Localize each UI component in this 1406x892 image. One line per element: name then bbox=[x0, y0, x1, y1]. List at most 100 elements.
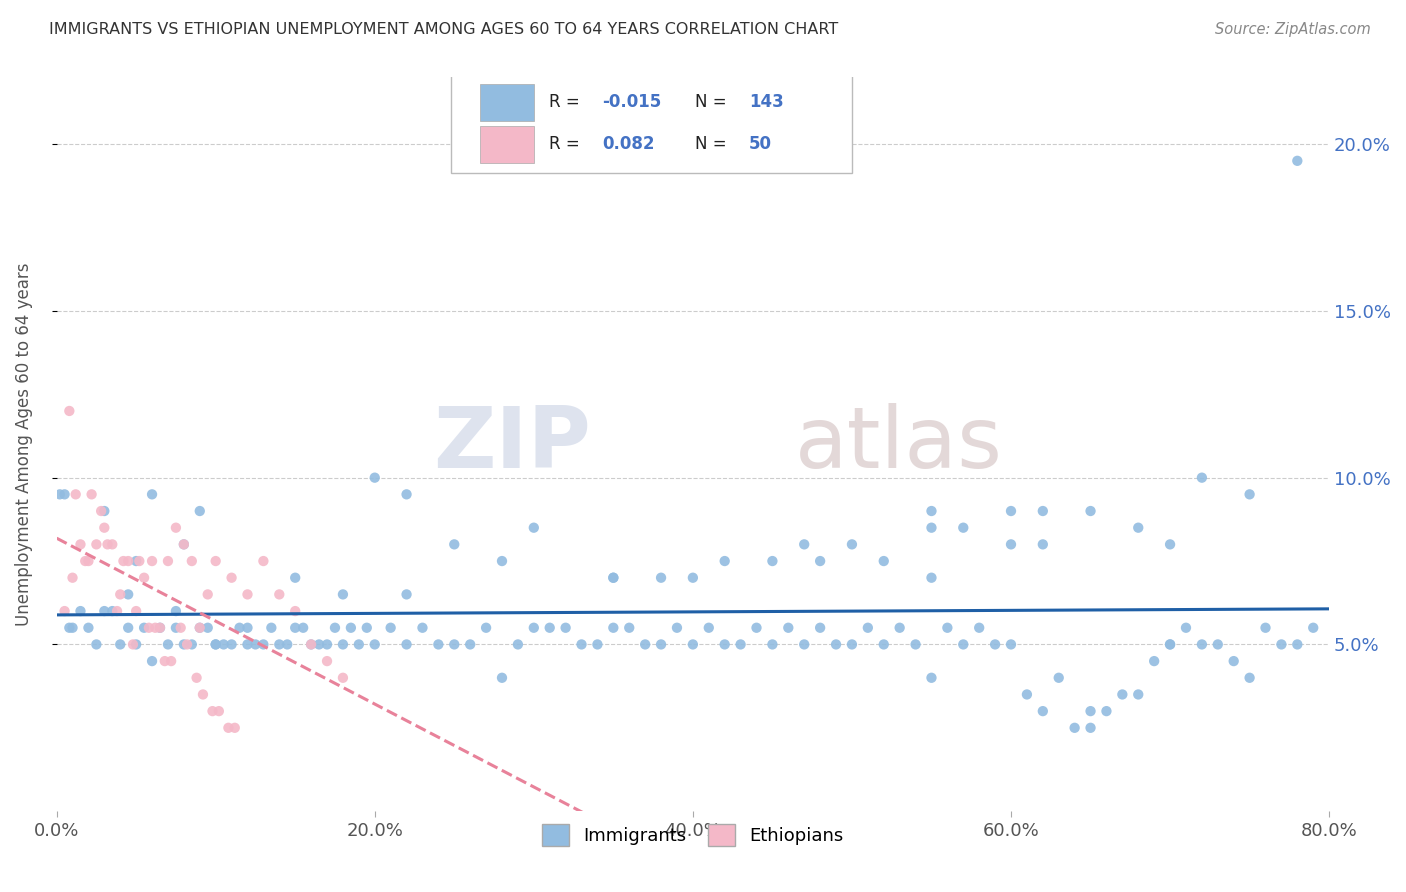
Point bbox=[236, 637, 259, 651]
Point bbox=[411, 621, 433, 635]
Point bbox=[1015, 688, 1038, 702]
Point bbox=[506, 637, 529, 651]
Point bbox=[395, 637, 418, 651]
Point bbox=[128, 554, 150, 568]
Point bbox=[208, 704, 231, 718]
Point bbox=[132, 571, 155, 585]
Point bbox=[1286, 637, 1309, 651]
Point bbox=[761, 554, 783, 568]
Point bbox=[1143, 654, 1166, 668]
Point bbox=[204, 554, 226, 568]
Point bbox=[269, 637, 291, 651]
Point bbox=[1286, 153, 1309, 168]
Point bbox=[316, 654, 339, 668]
Point bbox=[217, 721, 239, 735]
Point bbox=[475, 621, 498, 635]
Point bbox=[53, 604, 76, 618]
Text: 50: 50 bbox=[749, 136, 772, 153]
Point bbox=[650, 571, 672, 585]
Point bbox=[364, 471, 387, 485]
Point bbox=[952, 637, 974, 651]
Point bbox=[920, 671, 942, 685]
Point bbox=[141, 554, 163, 568]
Point bbox=[1159, 637, 1181, 651]
Point bbox=[299, 637, 322, 651]
Point bbox=[173, 537, 195, 551]
Point bbox=[228, 621, 250, 635]
Point bbox=[1239, 671, 1261, 685]
Point bbox=[96, 537, 118, 551]
Point bbox=[284, 571, 307, 585]
Point bbox=[458, 637, 481, 651]
Point bbox=[323, 621, 346, 635]
Point bbox=[1302, 621, 1324, 635]
Point bbox=[299, 637, 322, 651]
Point bbox=[122, 637, 145, 651]
Point bbox=[58, 404, 80, 418]
Point bbox=[340, 621, 363, 635]
Point bbox=[201, 704, 224, 718]
Point bbox=[221, 571, 243, 585]
Point bbox=[364, 637, 387, 651]
FancyBboxPatch shape bbox=[481, 126, 534, 162]
Point bbox=[77, 554, 100, 568]
Point bbox=[204, 637, 226, 651]
Point bbox=[904, 637, 927, 651]
Point bbox=[665, 621, 688, 635]
Point bbox=[75, 554, 97, 568]
Point bbox=[491, 554, 513, 568]
Point bbox=[149, 621, 172, 635]
Point bbox=[156, 554, 179, 568]
Point bbox=[138, 621, 160, 635]
Point bbox=[1032, 704, 1054, 718]
Point bbox=[284, 604, 307, 618]
Point bbox=[602, 621, 624, 635]
Point bbox=[1128, 521, 1150, 535]
Point bbox=[443, 637, 465, 651]
Point bbox=[920, 571, 942, 585]
Point bbox=[841, 537, 863, 551]
Point bbox=[153, 654, 176, 668]
Point bbox=[86, 637, 108, 651]
Point bbox=[380, 621, 402, 635]
Point bbox=[793, 637, 815, 651]
Point bbox=[920, 521, 942, 535]
Point bbox=[602, 571, 624, 585]
Point bbox=[730, 637, 752, 651]
Point bbox=[356, 621, 378, 635]
FancyBboxPatch shape bbox=[451, 74, 852, 173]
Point bbox=[180, 554, 202, 568]
Point bbox=[1159, 637, 1181, 651]
Point bbox=[347, 637, 370, 651]
Point bbox=[1270, 637, 1292, 651]
Point bbox=[808, 554, 831, 568]
Point bbox=[1159, 537, 1181, 551]
Point bbox=[1191, 471, 1213, 485]
Point bbox=[1063, 721, 1085, 735]
Point bbox=[825, 637, 848, 651]
Point bbox=[276, 637, 298, 651]
Point bbox=[1032, 537, 1054, 551]
Point bbox=[619, 621, 641, 635]
Point bbox=[80, 487, 103, 501]
Point bbox=[110, 637, 132, 651]
Point bbox=[93, 504, 115, 518]
Point bbox=[245, 637, 267, 651]
Point bbox=[93, 604, 115, 618]
Point bbox=[1206, 637, 1229, 651]
Point bbox=[180, 637, 202, 651]
Point bbox=[793, 537, 815, 551]
Point bbox=[101, 604, 124, 618]
Point bbox=[1080, 721, 1102, 735]
Point bbox=[427, 637, 450, 651]
Point bbox=[538, 621, 561, 635]
Point bbox=[1239, 487, 1261, 501]
Point bbox=[332, 637, 354, 651]
Point bbox=[761, 637, 783, 651]
Point bbox=[491, 671, 513, 685]
Point bbox=[1095, 704, 1118, 718]
Point bbox=[602, 571, 624, 585]
Point bbox=[443, 537, 465, 551]
Text: ZIP: ZIP bbox=[433, 403, 591, 486]
Point bbox=[1080, 704, 1102, 718]
